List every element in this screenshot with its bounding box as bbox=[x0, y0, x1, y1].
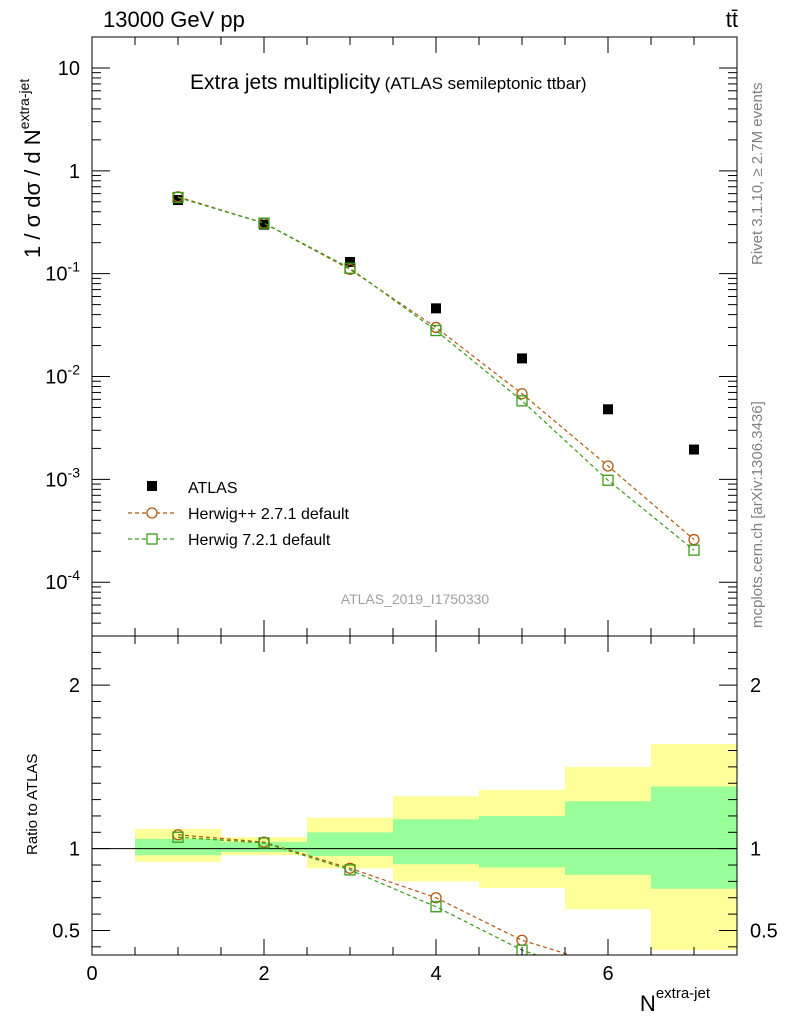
analysis-watermark: ATLAS_2019_I1750330 bbox=[341, 591, 490, 607]
main-ytick-label-exponent: -2 bbox=[68, 362, 81, 378]
ratio-line-series-0 bbox=[177, 834, 573, 955]
ratio-stat-band-4 bbox=[479, 815, 565, 868]
main-line-series-2 bbox=[177, 196, 695, 551]
main-point-series-2-2 bbox=[344, 262, 356, 274]
ratio-point-series-1-2 bbox=[344, 864, 356, 876]
main-ylabel: 1 / σ dσ / d Nextra-jet bbox=[16, 79, 45, 258]
xlabel-superscript: extra-jet bbox=[656, 985, 711, 1002]
ratio-ytick-label-left-1: 1 bbox=[69, 839, 80, 861]
ratio-ytick-label-left-0: 0.5 bbox=[52, 920, 80, 942]
ratio-ytick-label-right-0: 0.5 bbox=[750, 920, 778, 942]
legend-marker-herwig7 bbox=[146, 533, 158, 545]
ratio-ytick-label-right-1: 1 bbox=[750, 839, 761, 861]
ratio-point-series-1-0 bbox=[172, 831, 184, 843]
main-ytick-label-mantissa: 10 bbox=[45, 572, 67, 594]
main-point-series-2-6 bbox=[688, 544, 700, 556]
main-ytick-label-mantissa: 1 bbox=[69, 161, 80, 183]
main-ylabel-text: 1 / σ dσ / d N bbox=[20, 129, 45, 258]
main-point-series-0-0 bbox=[173, 195, 183, 206]
ratio-stat-band-0 bbox=[135, 838, 221, 856]
main-point-series-1-4 bbox=[516, 388, 528, 400]
main-point-series-0-4 bbox=[517, 353, 527, 364]
main-ytick-label-3: 10-1 bbox=[45, 259, 80, 286]
main-ytick-label-exponent: -1 bbox=[68, 259, 81, 275]
ratio-stat-band-6 bbox=[651, 786, 737, 889]
main-point-series-0-2 bbox=[345, 256, 355, 267]
main-ytick-label-mantissa: 10 bbox=[45, 264, 67, 286]
main-ytick-label-0: 10-4 bbox=[45, 567, 80, 594]
main-ytick-label-4: 1 bbox=[69, 161, 80, 183]
main-point-series-2-3 bbox=[430, 324, 442, 337]
legend-label-atlas: ATLAS bbox=[188, 480, 238, 497]
chart-title: Extra jets multiplicity bbox=[190, 71, 381, 94]
header-right-label: tt̄ bbox=[726, 7, 738, 32]
ratio-ylabel: Ratio to ATLAS bbox=[24, 754, 41, 855]
main-point-series-0-6 bbox=[689, 444, 699, 455]
legend-label-herwigpp: Herwig++ 2.7.1 default bbox=[188, 506, 350, 523]
main-series-group bbox=[172, 191, 700, 556]
ratio-stat-band-2 bbox=[307, 832, 393, 857]
main-ytick-label-mantissa: 10 bbox=[45, 469, 67, 491]
ratio-stat-band-5 bbox=[565, 801, 651, 875]
legend-marker-herwigpp bbox=[146, 507, 158, 519]
ratio-point-series-1-4 bbox=[516, 944, 528, 955]
main-point-series-0-3 bbox=[431, 303, 441, 314]
legend-label-herwig7: Herwig 7.2.1 default bbox=[188, 532, 331, 549]
rivet-version-label: Rivet 3.1.10, ≥ 2.7M events bbox=[749, 83, 766, 266]
main-ytick-label-exponent: -3 bbox=[68, 464, 81, 480]
main-point-series-2-0 bbox=[172, 191, 184, 204]
ratio-point-series-0-3 bbox=[430, 892, 442, 904]
header-left-label: 13000 GeV pp bbox=[103, 7, 245, 32]
xtick-label-0: 0 bbox=[86, 963, 97, 985]
ratio-frame bbox=[91, 635, 738, 956]
ratio-stat-band-3 bbox=[393, 819, 479, 865]
xtick-label-1: 2 bbox=[258, 963, 269, 985]
main-point-series-2-5 bbox=[602, 474, 614, 486]
legend-marker-atlas bbox=[147, 481, 157, 491]
xlabel-text: N bbox=[640, 991, 656, 1016]
ratio-point-series-1-3 bbox=[430, 901, 442, 913]
chart-subtitle: (ATLAS semileptonic ttbar) bbox=[385, 74, 587, 93]
main-ytick-label-exponent: -4 bbox=[68, 567, 81, 583]
main-ylabel-superscript: extra-jet bbox=[16, 79, 32, 130]
legend: ATLAS Herwig++ 2.7.1 default Herwig 7.2.… bbox=[128, 480, 350, 549]
chart-title-group: Extra jets multiplicity (ATLAS semilepto… bbox=[190, 71, 587, 94]
main-ytick-label-2: 10-2 bbox=[45, 362, 80, 389]
main-line-series-1 bbox=[177, 196, 695, 540]
main-ytick-label-mantissa: 10 bbox=[45, 367, 67, 389]
ratio-uncertainty-bands bbox=[135, 743, 737, 951]
mcplots-source-label: mcplots.cern.ch [arXiv:1306.3436] bbox=[749, 401, 766, 628]
main-ytick-label-mantissa: 10 bbox=[58, 58, 80, 80]
main-ytick-label-5: 10 bbox=[58, 58, 80, 80]
ratio-point-series-1-1 bbox=[258, 837, 270, 849]
ratio-line-series-1 bbox=[177, 836, 539, 955]
xlabel: Nextra-jet bbox=[640, 985, 711, 1016]
main-point-series-0-1 bbox=[259, 219, 269, 230]
main-ytick-label-1: 10-3 bbox=[45, 464, 80, 491]
main-point-series-1-5 bbox=[602, 460, 614, 472]
ratio-ytick-label-right-2: 2 bbox=[750, 675, 761, 697]
main-point-series-2-4 bbox=[516, 395, 528, 407]
xtick-label-3: 6 bbox=[602, 963, 613, 985]
main-point-series-2-1 bbox=[258, 217, 270, 229]
ratio-ytick-label-left-2: 2 bbox=[69, 675, 80, 697]
xtick-label-2: 4 bbox=[430, 963, 441, 985]
main-point-series-0-5 bbox=[603, 404, 613, 415]
ratio-series-group bbox=[172, 829, 573, 955]
ratio-point-series-0-4 bbox=[516, 934, 528, 946]
